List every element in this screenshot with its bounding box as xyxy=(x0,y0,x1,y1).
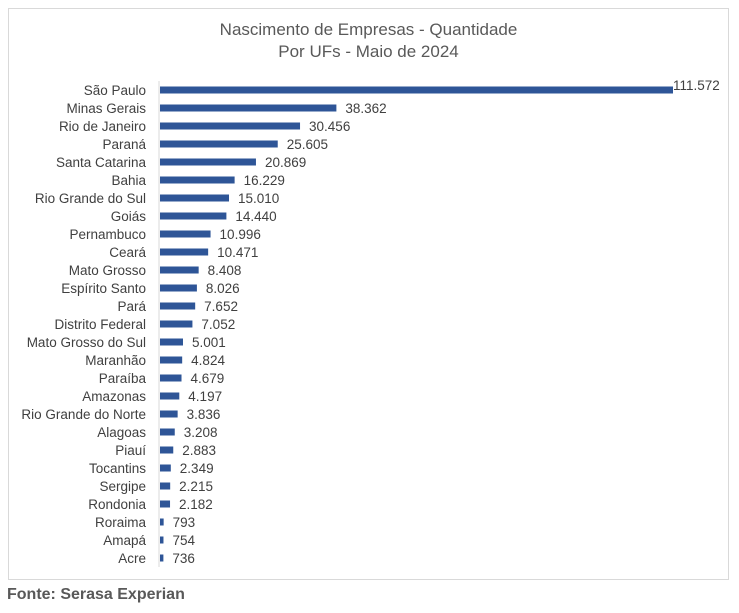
bar xyxy=(160,302,196,310)
category-label: São Paulo xyxy=(84,83,146,98)
category-label: Alagoas xyxy=(97,425,146,440)
data-label: 2.349 xyxy=(180,461,214,476)
data-label: 16.229 xyxy=(244,173,285,188)
data-label: 3.836 xyxy=(187,407,221,422)
bar-chart: São Paulo 111.572 Minas Gerais 38.362 Rio de… xyxy=(21,78,720,567)
category-label: Amapá xyxy=(103,533,146,548)
category-label: Paraná xyxy=(102,137,146,152)
bar xyxy=(160,374,182,382)
category-label: Paraíba xyxy=(99,371,147,386)
bar xyxy=(160,482,171,490)
category-label: Pará xyxy=(117,299,146,314)
bar xyxy=(160,356,183,364)
bar xyxy=(160,320,193,328)
bar xyxy=(160,500,171,508)
data-label: 30.456 xyxy=(309,119,350,134)
category-label: Rio Grande do Sul xyxy=(35,191,146,206)
data-label: 3.208 xyxy=(184,425,218,440)
category-label: Mato Grosso xyxy=(69,263,146,278)
data-label: 8.026 xyxy=(206,281,240,296)
bar xyxy=(160,410,178,418)
category-label: Ceará xyxy=(109,245,146,260)
data-label: 2.215 xyxy=(179,479,213,494)
data-label: 793 xyxy=(173,515,196,530)
bar xyxy=(160,554,164,562)
data-label: 10.996 xyxy=(220,227,261,242)
data-label: 7.652 xyxy=(204,299,238,314)
bar xyxy=(160,284,197,292)
data-label: 754 xyxy=(172,533,195,548)
data-label: 4.679 xyxy=(191,371,225,386)
bar xyxy=(160,212,227,220)
category-label: Espírito Santo xyxy=(61,281,146,296)
category-label: Rondonia xyxy=(88,497,146,512)
bar xyxy=(160,536,164,544)
data-label: 15.010 xyxy=(238,191,279,206)
bar xyxy=(160,464,171,472)
data-label: 736 xyxy=(172,551,195,566)
data-label: 20.869 xyxy=(265,155,306,170)
data-label: 7.052 xyxy=(201,317,235,332)
data-label: 2.883 xyxy=(182,443,216,458)
category-label: Piauí xyxy=(115,443,146,458)
category-label: Goiás xyxy=(111,209,147,224)
data-label: 14.440 xyxy=(235,209,276,224)
data-label: 38.362 xyxy=(345,101,386,116)
bar xyxy=(160,140,278,148)
data-label: 4.824 xyxy=(191,353,225,368)
bar xyxy=(160,158,256,166)
data-label: 25.605 xyxy=(287,137,328,152)
category-label: Pernambuco xyxy=(69,227,146,242)
category-label: Amazonas xyxy=(82,389,146,404)
category-label: Minas Gerais xyxy=(66,101,146,116)
bar xyxy=(160,194,230,202)
bar xyxy=(160,428,175,436)
category-label: Rio Grande do Norte xyxy=(21,407,146,422)
data-label: 2.182 xyxy=(179,497,213,512)
category-label: Tocantins xyxy=(89,461,146,476)
category-label: Maranhão xyxy=(85,353,146,368)
chart-area xyxy=(8,8,729,580)
category-label: Santa Catarina xyxy=(56,155,147,170)
bar xyxy=(160,392,180,400)
bar xyxy=(160,266,199,274)
bar xyxy=(160,176,235,184)
category-label: Distrito Federal xyxy=(54,317,146,332)
chart-title: Nascimento de Empresas - Quantidade xyxy=(219,20,518,39)
bar xyxy=(160,338,183,346)
category-label: Sergipe xyxy=(99,479,146,494)
bar xyxy=(160,446,174,454)
data-label: 5.001 xyxy=(192,335,226,350)
data-label: 8.408 xyxy=(208,263,242,278)
chart-subtitle: Por UFs - Maio de 2024 xyxy=(278,42,459,61)
data-label: 111.572 xyxy=(673,78,720,93)
bar xyxy=(160,518,164,526)
bar xyxy=(160,86,673,94)
category-label: Bahia xyxy=(111,173,146,188)
category-label: Mato Grosso do Sul xyxy=(27,335,146,350)
category-label: Acre xyxy=(118,551,146,566)
bar xyxy=(160,248,209,256)
bar xyxy=(160,122,301,130)
bar xyxy=(160,104,337,112)
data-label: 4.197 xyxy=(188,389,222,404)
source-note: Fonte: Serasa Experian xyxy=(7,586,185,603)
category-label: Roraima xyxy=(95,515,147,530)
category-label: Rio de Janeiro xyxy=(59,119,146,134)
data-label: 10.471 xyxy=(217,245,258,260)
bar xyxy=(160,230,211,238)
